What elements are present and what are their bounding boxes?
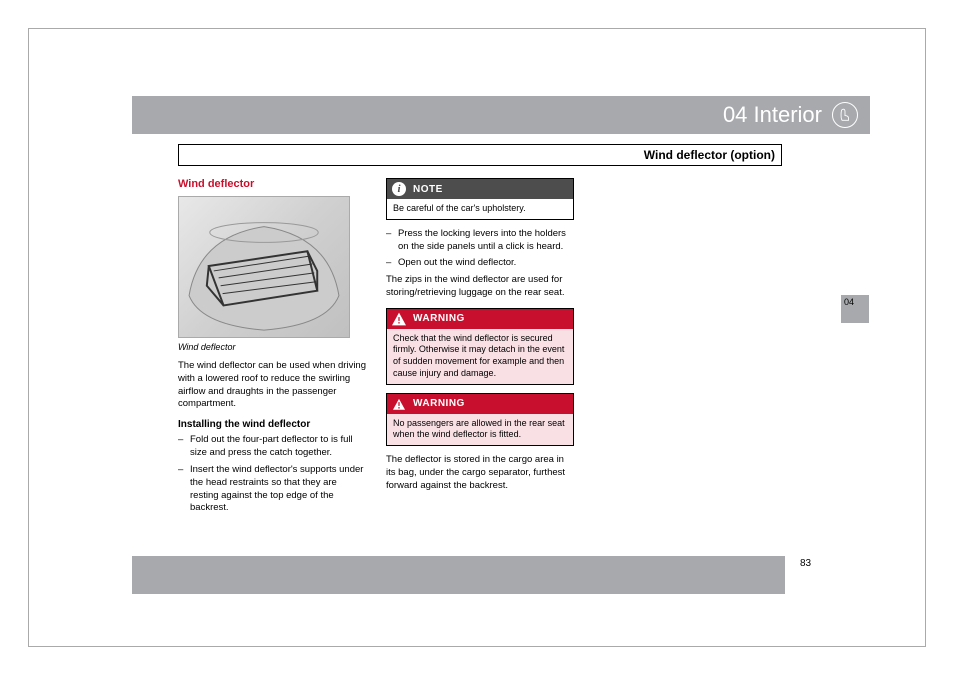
step-text: Open out the wind deflector. <box>398 257 574 270</box>
thumb-tab-label: 04 <box>844 297 854 307</box>
list-item: – Fold out the four-part deflector to is… <box>178 434 366 460</box>
section-title: Wind deflector (option) <box>644 148 775 162</box>
warning-body: No passengers are allowed in the rear se… <box>387 414 573 445</box>
column-2: i NOTE Be careful of the car's upholster… <box>386 178 574 519</box>
list-item: – Insert the wind deflector's supports u… <box>178 464 366 515</box>
step-text: Press the locking levers into the holder… <box>398 228 574 254</box>
dash-icon: – <box>178 434 190 460</box>
storage-paragraph: The deflector is stored in the cargo are… <box>386 454 574 492</box>
list-item: – Press the locking levers into the hold… <box>386 228 574 254</box>
content-columns: Wind deflector Wind deflector The wind d… <box>178 178 782 519</box>
info-icon: i <box>391 181 407 197</box>
figure-caption: Wind deflector <box>178 342 366 352</box>
step-text: Insert the wind deflector's supports und… <box>190 464 366 515</box>
sub-heading-installing: Installing the wind deflector <box>178 419 366 430</box>
warning-title: WARNING <box>413 313 465 324</box>
warning-callout: WARNING No passengers are allowed in the… <box>386 393 574 446</box>
seat-icon <box>832 102 858 128</box>
warning-title: WARNING <box>413 398 465 409</box>
section-title-bar: Wind deflector (option) <box>178 144 782 166</box>
warning-icon <box>391 311 407 327</box>
zips-paragraph: The zips in the wind deflector are used … <box>386 274 574 300</box>
step-text: Fold out the four-part deflector to is f… <box>190 434 366 460</box>
thumb-tab: 04 <box>841 295 869 323</box>
page-number: 83 <box>800 558 811 569</box>
figure-wind-deflector <box>178 196 350 338</box>
dash-icon: – <box>386 228 398 254</box>
warning-icon <box>391 396 407 412</box>
warning-callout: WARNING Check that the wind deflector is… <box>386 308 574 385</box>
column-3 <box>594 178 782 519</box>
chapter-header: 04 Interior <box>132 96 870 134</box>
note-callout: i NOTE Be careful of the car's upholster… <box>386 178 574 220</box>
warning-body: Check that the wind deflector is secured… <box>387 329 573 384</box>
chapter-title: 04 Interior <box>723 102 822 128</box>
note-title: NOTE <box>413 184 443 195</box>
column-1: Wind deflector Wind deflector The wind d… <box>178 178 366 519</box>
heading-wind-deflector: Wind deflector <box>178 178 366 190</box>
warning-header: WARNING <box>387 309 573 329</box>
list-item: – Open out the wind deflector. <box>386 257 574 270</box>
dash-icon: – <box>386 257 398 270</box>
footer-bar <box>132 556 785 594</box>
intro-paragraph: The wind deflector can be used when driv… <box>178 360 366 411</box>
dash-icon: – <box>178 464 190 515</box>
warning-header: WARNING <box>387 394 573 414</box>
note-header: i NOTE <box>387 179 573 199</box>
note-body: Be careful of the car's upholstery. <box>387 199 573 219</box>
